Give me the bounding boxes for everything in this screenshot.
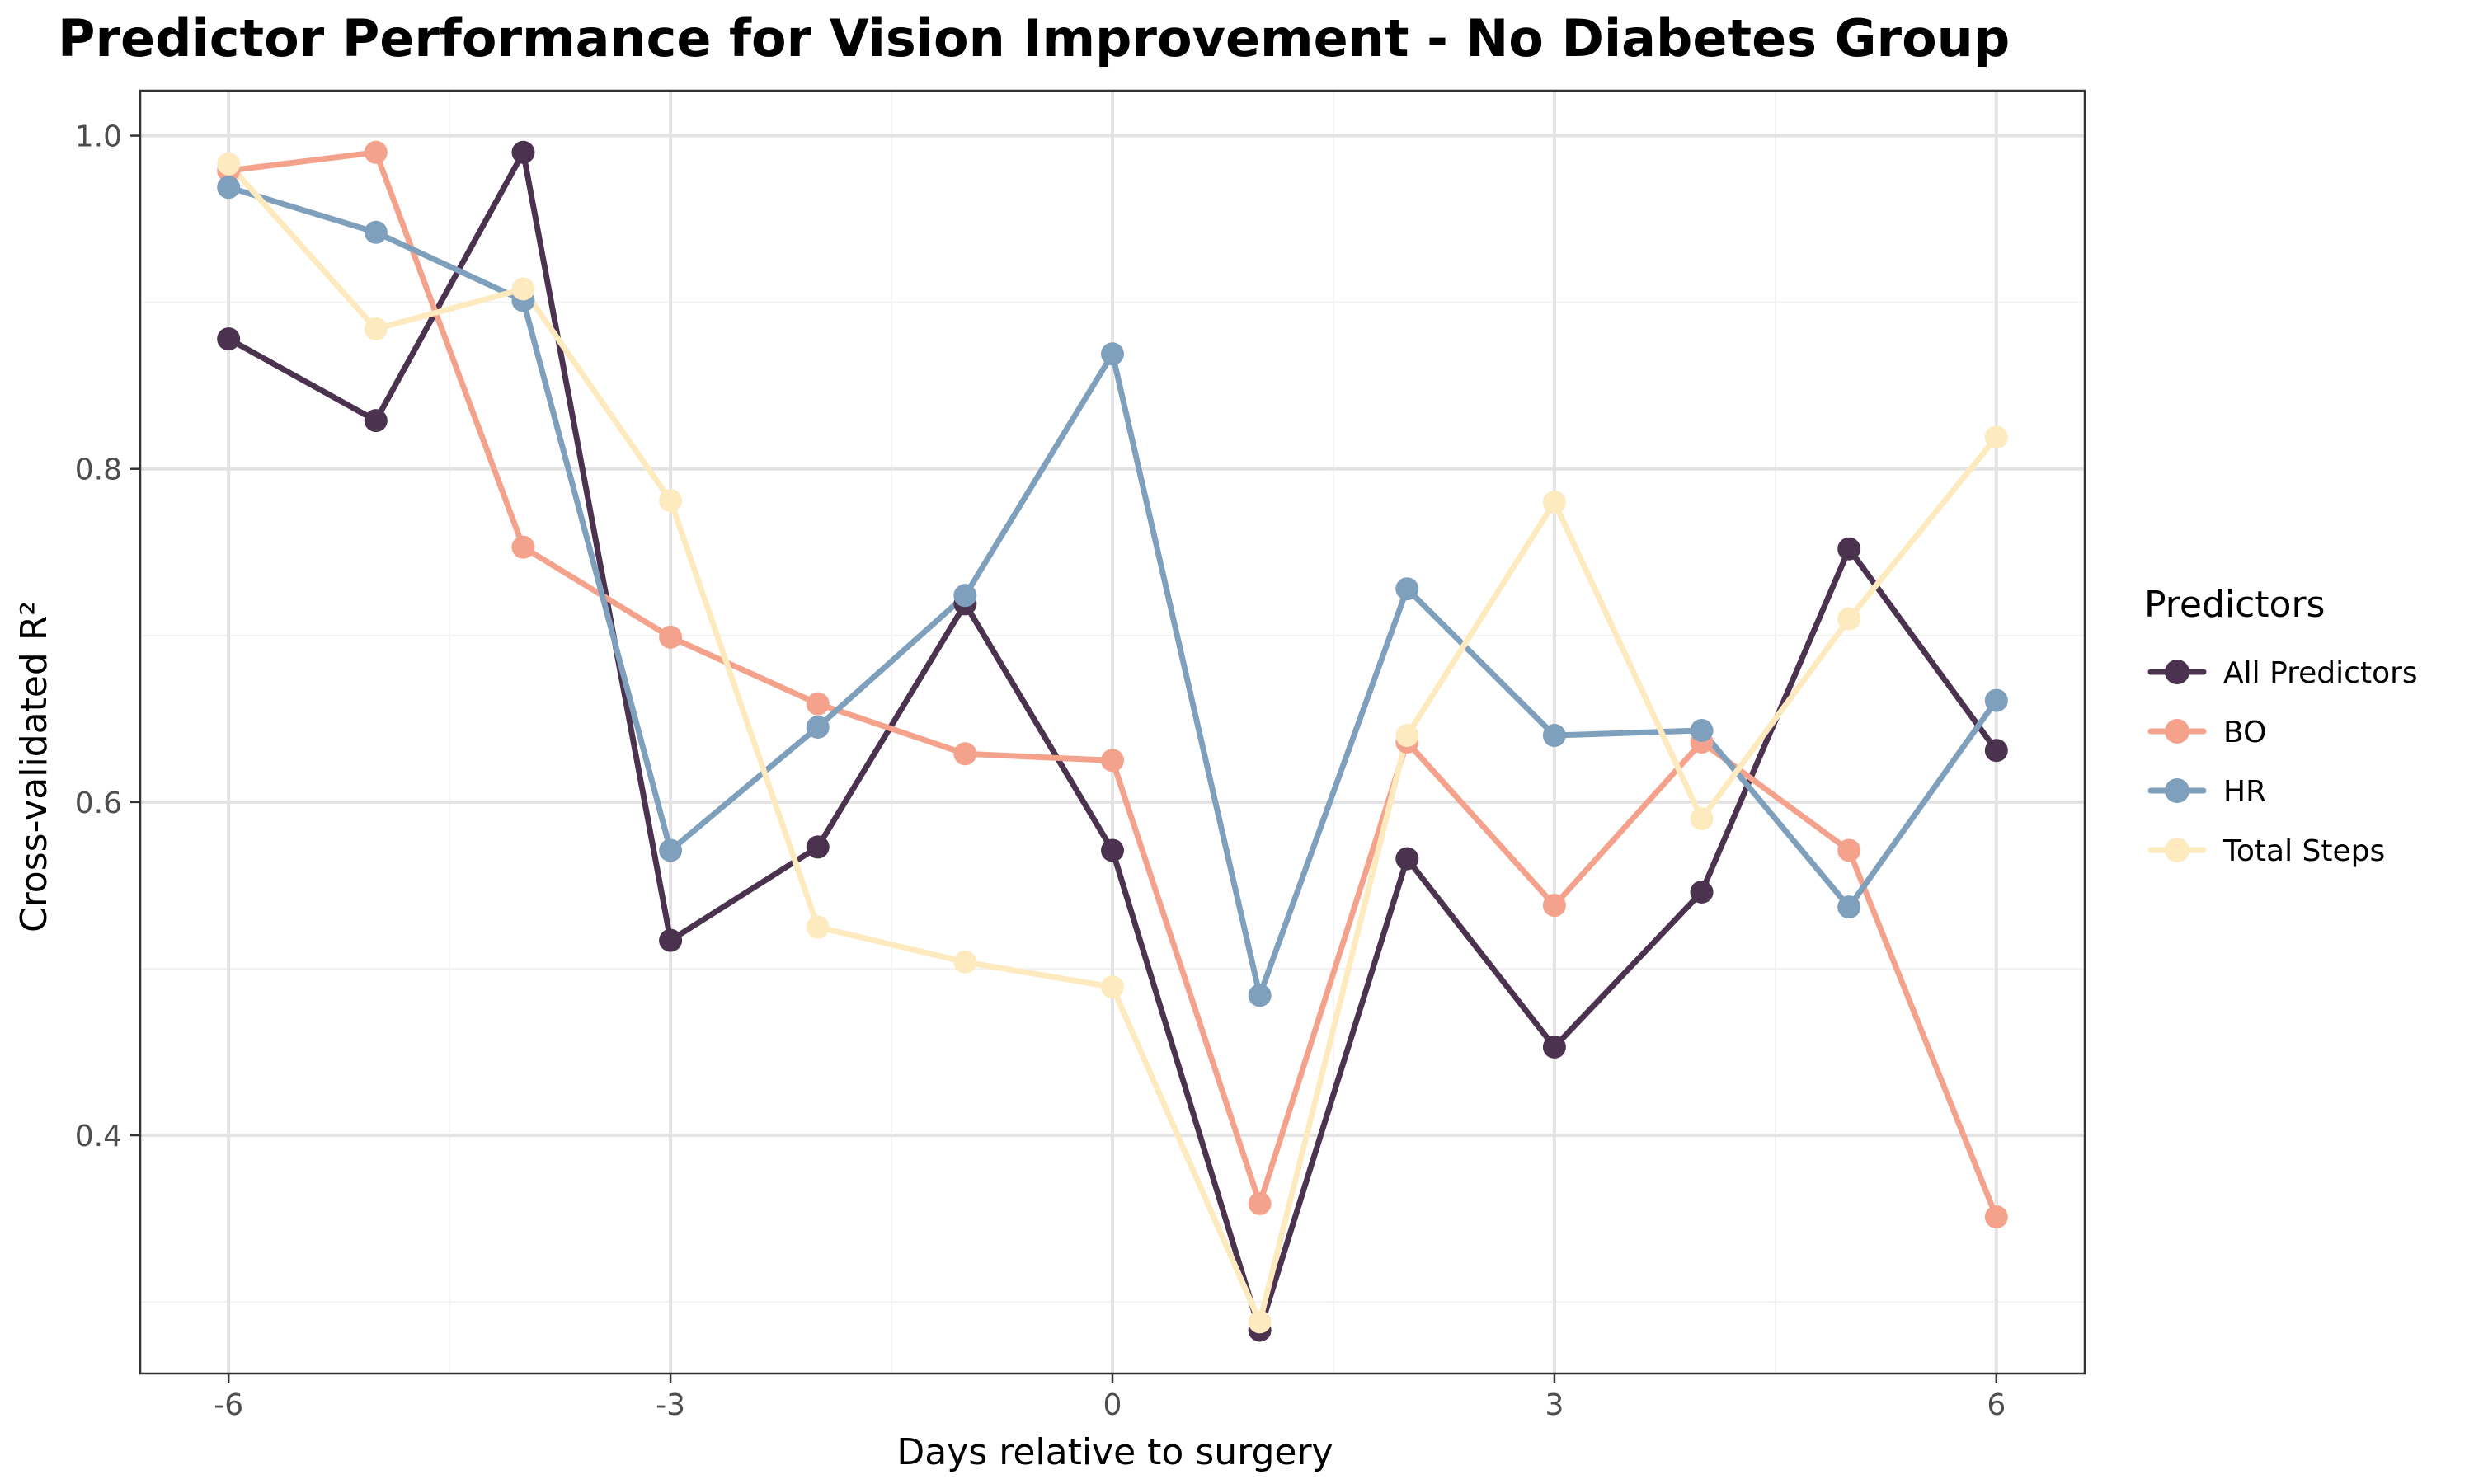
y-tick-label: 0.4	[75, 1120, 122, 1153]
legend-point-swatch	[2165, 660, 2189, 684]
data-point	[1248, 1191, 1272, 1215]
x-tick-label: 0	[1103, 1388, 1122, 1422]
data-point	[217, 152, 241, 176]
data-point	[364, 317, 388, 340]
data-point	[1542, 1035, 1566, 1059]
chart-title: Predictor Performance for Vision Improve…	[58, 8, 2010, 68]
legend-label: All Predictors	[2223, 656, 2418, 690]
data-point	[511, 535, 535, 559]
data-point	[217, 176, 241, 200]
data-point	[953, 742, 977, 766]
data-point	[217, 327, 241, 351]
data-point	[1248, 984, 1272, 1007]
legend-item: Total Steps	[2147, 834, 2385, 868]
data-point	[1984, 1205, 2008, 1229]
data-point	[1542, 894, 1566, 918]
data-point	[511, 277, 535, 301]
data-point	[364, 140, 388, 164]
plot-area	[140, 91, 2085, 1374]
legend-item: All Predictors	[2147, 656, 2418, 690]
data-point	[1690, 718, 1714, 742]
legend-item: HR	[2147, 775, 2266, 809]
data-point	[1837, 895, 1861, 919]
data-point	[953, 584, 977, 608]
data-point	[806, 715, 830, 739]
data-point	[1101, 975, 1124, 999]
y-tick-label: 1.0	[75, 120, 122, 154]
data-point	[1542, 491, 1566, 514]
x-tick-label: 6	[1987, 1388, 2006, 1422]
data-point	[1395, 577, 1419, 601]
data-point	[1101, 749, 1124, 773]
data-point	[1837, 537, 1861, 561]
legend-label: BO	[2223, 716, 2266, 749]
legend-point-swatch	[2165, 719, 2189, 744]
data-point	[659, 625, 683, 649]
data-point	[1395, 724, 1419, 748]
data-point	[1395, 847, 1419, 871]
data-point	[364, 220, 388, 244]
x-axis-title: Days relative to surgery	[896, 1431, 1333, 1473]
data-point	[511, 140, 535, 164]
data-point	[1984, 688, 2008, 712]
data-point	[1837, 838, 1861, 862]
data-point	[1101, 342, 1124, 366]
data-point	[1690, 807, 1714, 831]
legend-point-swatch	[2165, 838, 2189, 862]
data-point	[1542, 724, 1566, 748]
data-point	[1837, 607, 1861, 631]
legend-title: Predictors	[2144, 584, 2325, 626]
x-tick-label: 3	[1545, 1388, 1564, 1422]
data-point	[806, 835, 830, 859]
data-point	[953, 950, 977, 974]
data-point	[1984, 739, 2008, 763]
axes: -6 -3 0 3 6 0.4 0.6 0.8 1.0	[75, 89, 2086, 1422]
data-point	[806, 915, 830, 939]
legend-label: Total Steps	[2222, 834, 2385, 868]
data-point	[364, 409, 388, 433]
legend-label: HR	[2223, 775, 2266, 809]
data-point	[806, 692, 830, 716]
data-point	[1101, 838, 1124, 862]
data-point	[659, 838, 683, 862]
data-point	[1690, 880, 1714, 904]
data-point	[659, 489, 683, 513]
x-tick-label: -3	[656, 1388, 685, 1422]
y-tick-label: 0.6	[75, 787, 122, 820]
data-point	[1248, 1310, 1272, 1334]
legend: Predictors All Predictors BO HR Total Steps	[2144, 584, 2418, 868]
legend-point-swatch	[2165, 778, 2189, 803]
legend-item: BO	[2147, 716, 2266, 749]
data-point	[1984, 425, 2008, 449]
y-axis-title: Cross-validated R²	[13, 601, 55, 932]
y-tick-label: 0.8	[75, 453, 122, 487]
data-point	[659, 928, 683, 952]
x-tick-label: -6	[214, 1388, 243, 1422]
legend-items: All Predictors BO HR Total Steps	[2147, 656, 2418, 868]
